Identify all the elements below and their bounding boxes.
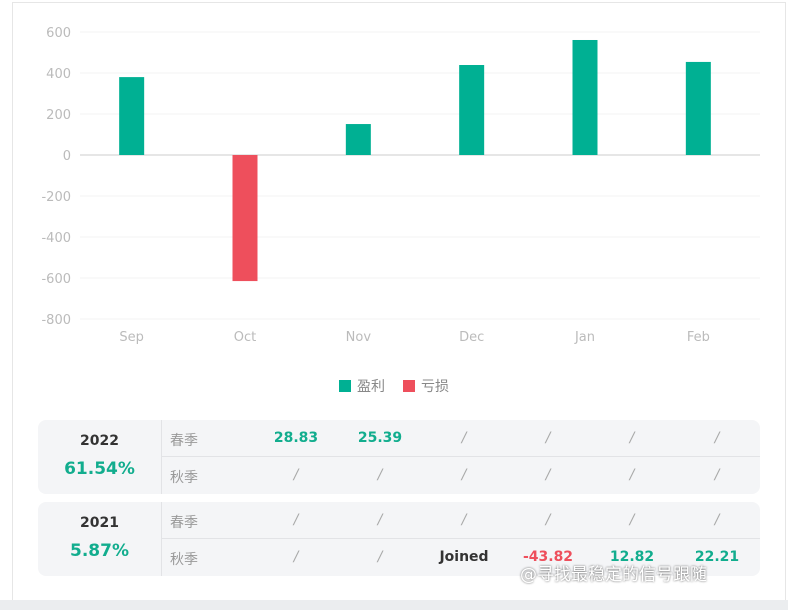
bar-jan: [572, 39, 598, 156]
x-tick-label: Nov: [346, 330, 372, 345]
bottom-bar: [0, 600, 788, 610]
legend-label: 盈利: [357, 379, 385, 395]
bar-feb: [685, 61, 711, 155]
month-value: /: [714, 512, 720, 528]
year-label: 2021: [80, 515, 119, 531]
chart-legend: 盈利 亏损: [0, 376, 788, 396]
bar-oct: [232, 155, 258, 282]
season-label: 春季: [170, 433, 198, 449]
month-value: /: [377, 467, 383, 483]
month-value: /: [461, 512, 467, 528]
month-value: /: [629, 512, 635, 528]
x-tick-label: Feb: [687, 330, 710, 345]
y-tick-label: 600: [46, 26, 71, 41]
month-value: /: [293, 467, 299, 483]
season-row: 春季 28.83 25.39 / / / /: [162, 420, 760, 457]
month-value: /: [293, 549, 299, 565]
legend-swatch-profit: [339, 380, 351, 392]
x-tick-label: Oct: [234, 330, 256, 345]
bar-nov: [345, 124, 371, 155]
month-value: /: [714, 467, 720, 483]
month-value: /: [545, 467, 551, 483]
y-tick-label: -800: [41, 313, 71, 328]
y-tick-label: -600: [41, 272, 71, 287]
season-row: 秋季 / / Joined -43.82 12.82 22.21: [162, 539, 760, 576]
month-value: -43.82: [522, 549, 574, 565]
year-summary: 2022 61.54%: [38, 420, 162, 494]
y-tick-label: 400: [46, 67, 71, 82]
year-summary: 2021 5.87%: [38, 502, 162, 576]
month-value: 28.83: [273, 430, 319, 446]
month-value: /: [377, 512, 383, 528]
season-row: 春季 / / / / / /: [162, 502, 760, 539]
bar-chart: 600 400 200 0 -200 -400 -600 -800 Sep Oct Nov Dec Ja…: [41, 26, 760, 345]
panel-frame: [12, 2, 786, 600]
bar-sep: [119, 77, 145, 155]
y-tick-label: -400: [41, 231, 71, 246]
year-label: 2022: [80, 433, 119, 449]
month-value: /: [714, 430, 720, 446]
month-value: /: [461, 467, 467, 483]
bar-dec: [459, 65, 485, 155]
month-value: 22.21: [694, 549, 740, 565]
year-card-2022: 2022 61.54% 春季 28.83 25.39 / / / / 秋季 / / / / / /: [38, 420, 760, 494]
season-row: 秋季 / / / / / /: [162, 457, 760, 494]
y-tick-label: 200: [46, 108, 71, 123]
year-card-2021: 2021 5.87% 春季 / / / / / / 秋季 / / Joined -43.82 12.82 22…: [38, 502, 760, 576]
watermark: @寻找最稳定的信号跟随: [520, 565, 707, 585]
year-percent: 61.54%: [64, 459, 135, 479]
month-value: /: [629, 430, 635, 446]
month-value: Joined: [439, 549, 489, 565]
season-label: 春季: [170, 515, 198, 531]
month-value: /: [293, 512, 299, 528]
season-label: 秋季: [170, 470, 198, 486]
month-value: 25.39: [357, 430, 403, 446]
legend-item-profit[interactable]: 盈利: [339, 376, 385, 396]
month-value: /: [629, 467, 635, 483]
y-tick-label: 0: [63, 149, 71, 164]
month-value: 12.82: [609, 549, 655, 565]
legend-item-loss[interactable]: 亏损: [403, 376, 449, 396]
month-value: /: [545, 430, 551, 446]
month-value: /: [461, 430, 467, 446]
x-tick-label: Jan: [574, 330, 595, 345]
month-value: /: [377, 549, 383, 565]
legend-swatch-loss: [403, 380, 415, 392]
legend-label: 亏损: [421, 379, 449, 395]
season-label: 秋季: [170, 552, 198, 568]
x-tick-label: Dec: [459, 330, 484, 345]
month-value: /: [545, 512, 551, 528]
y-tick-label: -200: [41, 190, 71, 205]
year-percent: 5.87%: [70, 541, 129, 561]
x-tick-label: Sep: [119, 330, 144, 345]
